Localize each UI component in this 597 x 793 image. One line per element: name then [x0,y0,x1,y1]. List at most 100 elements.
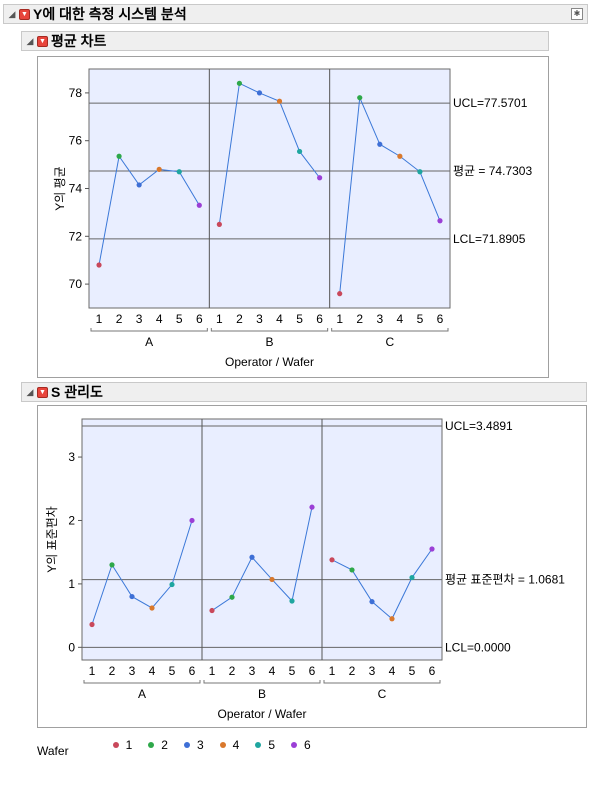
data-point [116,153,122,159]
x-tick-label: 2 [229,664,236,678]
disclosure-triangle-icon[interactable]: ◢ [26,386,34,397]
x-tick-label: 3 [129,664,136,678]
mean-chart: UCL=77.5701 평균 = 74.7303 LCL=71.8905 70 72 74… [53,68,532,369]
limit-label: LCL=71.8905 [453,232,526,246]
x-tick-label: 3 [136,312,143,326]
legend-marker [148,742,155,748]
limit-label: UCL=3.4891 [445,419,513,433]
x-tick-label: 3 [249,664,256,678]
legend-marker [255,742,262,748]
data-point [256,90,263,96]
legend-marker [291,742,297,748]
y-tick-label: 0 [68,640,75,654]
data-point [337,291,343,297]
limit-label: LCL=0.0000 [445,640,511,654]
group-label: C [385,335,394,349]
legend-label: 2 [161,738,168,752]
x-tick-label: 6 [316,312,323,326]
data-point [96,262,102,268]
x-tick-label: 4 [276,312,283,326]
data-point [209,607,215,614]
legend-marker [183,742,190,748]
series-line-B [218,82,321,225]
x-tick-label: 1 [216,312,223,326]
wafer-legend: Wafer 1 2 3 4 5 6 [37,738,327,758]
legend-item-wafer-5[interactable]: 5 [255,738,275,752]
legend-marker [219,742,226,748]
legend-label: 4 [232,738,240,752]
red-triangle-menu-icon[interactable]: ▼ [19,8,30,20]
data-point [149,605,155,611]
group-label: C [378,687,387,701]
data-point [357,95,363,101]
group-label: A [138,687,146,701]
section-header-mean-chart: ◢ ▼ 평균 차트 [21,31,549,51]
data-point [136,182,142,188]
mean-chart-panel: UCL=77.5701 평균 = 74.7303 LCL=71.8905 70 72 74… [37,56,549,378]
group-bracket [210,328,329,332]
legend-item-wafer-6[interactable]: 6 [291,738,311,752]
y-axis-label: Y의 표준편차 [45,506,59,573]
disclosure-triangle-icon[interactable]: ◢ [8,8,16,19]
group-bracket [203,680,321,684]
data-point [296,148,303,155]
x-tick-label: 5 [289,664,296,678]
data-point [389,616,395,622]
x-tick-label: 5 [176,312,183,326]
section-title: S 관리도 [51,384,103,400]
group-label: A [145,335,153,349]
report-title: Y에 대한 측정 시스템 분석 [33,6,187,22]
series-line-B [211,507,313,611]
legend-item-wafer-2[interactable]: 2 [148,738,168,752]
legend-item-wafer-4[interactable]: 4 [219,738,240,752]
data-point [176,169,182,175]
data-point [397,153,403,159]
x-tick-label: 4 [156,312,163,326]
data-point [189,517,195,524]
disclosure-triangle-icon[interactable]: ◢ [26,35,34,46]
red-triangle-menu-icon[interactable]: ▼ [37,35,48,47]
legend-marker [112,742,119,748]
x-tick-label: 1 [209,664,216,678]
x-tick-label: 3 [256,312,263,326]
data-point [377,141,383,147]
x-tick-label: 2 [116,312,123,326]
legend-item-wafer-1[interactable]: 1 [112,738,132,752]
x-tick-label: 1 [336,312,343,326]
section-title: 평균 차트 [51,33,107,49]
data-point [216,221,222,227]
series-line-C [339,95,441,294]
report-header: ◢ ▼ Y에 대한 측정 시스템 분석 ✱ [3,4,588,24]
plot-area [81,418,443,661]
data-point [129,593,135,600]
group-label: B [265,335,273,349]
x-tick-label: 1 [89,664,96,678]
data-point [196,202,202,208]
s-chart-panel: UCL=3.4891 평균 표준편차 = 1.0681 LCL=0.0000 0 1 2 3… [37,405,587,728]
y-tick-label: 72 [69,229,83,243]
legend-label: 5 [268,738,275,752]
y-tick-label: 70 [69,277,83,291]
limit-label: UCL=77.5701 [453,96,528,110]
x-tick-label: 1 [96,312,103,326]
group-bracket [323,680,441,684]
legend-label: 3 [196,738,204,752]
data-point [329,557,335,563]
legend-item-wafer-3[interactable]: 3 [183,738,204,752]
x-tick-label: 6 [437,312,444,326]
y-tick-label: 76 [69,134,83,148]
y-tick-label: 74 [69,182,83,196]
x-tick-label: 4 [389,664,396,678]
data-point [309,504,315,510]
group-bracket [83,680,201,684]
series-line-A [91,520,193,625]
plot-area [88,68,451,309]
x-tick-label: 5 [169,664,176,678]
data-point [437,218,443,224]
red-triangle-menu-icon[interactable]: ▼ [37,386,48,398]
data-point [417,169,423,175]
pin-icon[interactable]: ✱ [571,8,583,20]
group-bracket [331,328,449,332]
x-tick-label: 1 [329,664,336,678]
data-point [317,175,323,181]
